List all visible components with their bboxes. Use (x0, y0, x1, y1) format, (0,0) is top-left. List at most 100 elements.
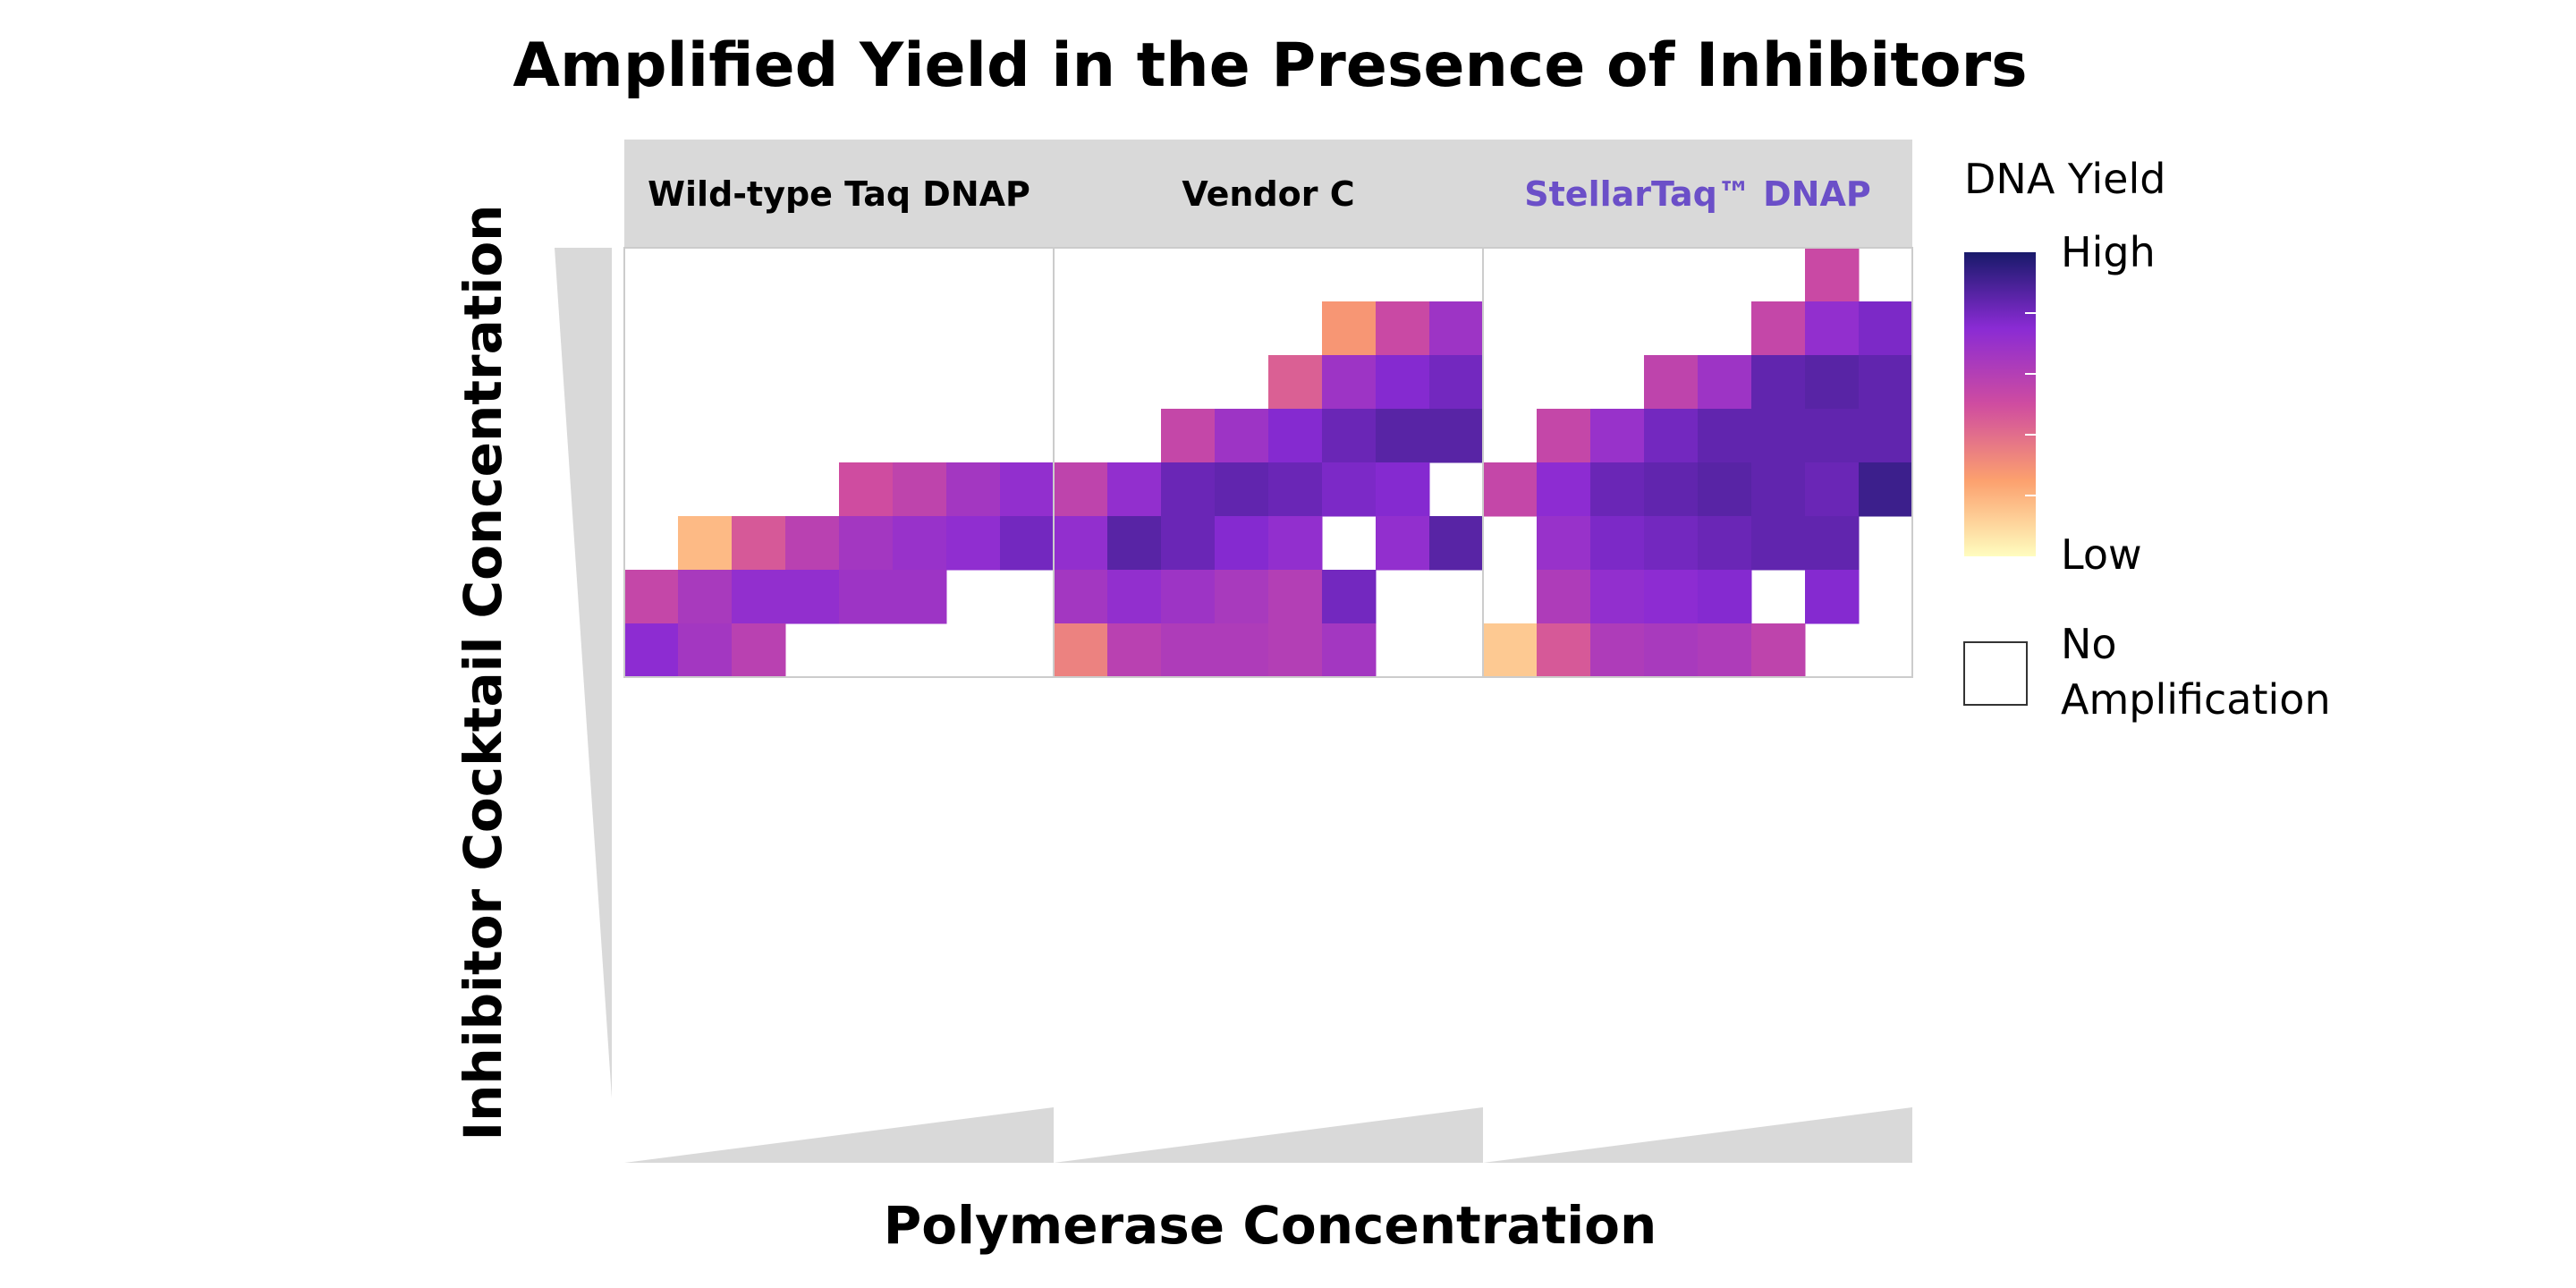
facet-label: Wild-type Taq DNAP (648, 174, 1030, 214)
legend-colorbar (1964, 252, 2036, 556)
heatmap-cell (1215, 570, 1269, 624)
heatmap-cell (1537, 462, 1591, 517)
heatmap-cell (1268, 355, 1323, 410)
heatmap-cell (1859, 409, 1913, 463)
heatmap-cell (785, 570, 840, 624)
heatmap-cell (1644, 570, 1699, 624)
heatmap-cell (946, 462, 1001, 517)
facet-strip (624, 140, 1054, 247)
legend-title: DNA Yield (1964, 155, 2165, 203)
heatmap-cell (1751, 623, 1806, 678)
legend-low-label: Low (2061, 530, 2142, 579)
heatmap-cell (1805, 409, 1860, 463)
heatmap-cell (1054, 462, 1108, 517)
heatmap-cell (1161, 516, 1216, 571)
heatmap-cell (1590, 409, 1645, 463)
heatmap-cell (1376, 462, 1430, 517)
heatmap-cell (678, 516, 733, 571)
heatmap-cell (732, 516, 786, 571)
heatmap-cell (1751, 301, 1806, 356)
panel-border (1482, 247, 1913, 678)
heatmap-cell (1698, 355, 1752, 410)
heatmap-cell (1751, 409, 1806, 463)
heatmap-cell (1751, 355, 1806, 410)
heatmap-cell (1107, 516, 1162, 571)
heatmap-cell (1215, 623, 1269, 678)
heatmap-cell (1054, 516, 1108, 571)
x-axis-label: Polymerase Concentration (884, 1195, 1657, 1256)
heatmap-cell (1805, 462, 1860, 517)
heatmap-cell (624, 570, 679, 624)
heatmap-cell (1376, 355, 1430, 410)
heatmap-cell (1268, 516, 1323, 571)
heatmap-cell (1644, 355, 1699, 410)
heatmap-cell (678, 570, 733, 624)
heatmap-cell (1751, 462, 1806, 517)
heatmap-cell (1429, 355, 1484, 410)
heatmap-cell (1268, 623, 1323, 678)
legend-no-amplification-swatch (1963, 641, 2028, 706)
legend-na-label-line2: Amplification (2061, 675, 2331, 724)
heatmap-cell (1322, 462, 1377, 517)
heatmap-cell (1107, 462, 1162, 517)
y-axis-label: Inhibitor Cocktail Concentration (453, 205, 513, 1141)
heatmap-cell (1268, 462, 1323, 517)
polymerase-wedge (624, 1107, 1054, 1163)
heatmap-cell (1859, 462, 1913, 517)
heatmap-cell (1483, 462, 1538, 517)
heatmap-cell (1537, 409, 1591, 463)
legend-high-label: High (2061, 228, 2156, 276)
heatmap-cell (1590, 516, 1645, 571)
heatmap-cell (1268, 570, 1323, 624)
heatmap-cell (1698, 462, 1752, 517)
heatmap-cell (678, 623, 733, 678)
heatmap-cell (839, 462, 894, 517)
heatmap-cell (1429, 409, 1484, 463)
heatmap-cell (1644, 623, 1699, 678)
heatmap-cell (1537, 570, 1591, 624)
heatmap-cell (1537, 623, 1591, 678)
legend-na-label-line1: No (2061, 620, 2117, 668)
facet-panels: Wild-type Taq DNAP Vendor C StellarTaq™ DN… (623, 140, 1913, 1163)
heatmap-cell (1859, 355, 1913, 410)
heatmap-cell (1644, 516, 1699, 571)
heatmap-cell (1322, 409, 1377, 463)
heatmap-cell (1161, 409, 1216, 463)
facet-panel: Wild-type Taq DNAP (623, 140, 1055, 1163)
heatmap-cell (1429, 516, 1484, 571)
heatmap-cell (732, 623, 786, 678)
heatmap-cell (946, 516, 1001, 571)
heatmap-cell (893, 570, 947, 624)
heatmap-cell (1751, 516, 1806, 571)
facet-panel: Vendor C (1053, 140, 1484, 1163)
heatmap-cell (1805, 301, 1860, 356)
heatmap-cell (1859, 301, 1913, 356)
facet-label: StellarTaq™ DNAP (1524, 174, 1870, 214)
heatmap-cell (1376, 301, 1430, 356)
heatmap-cell (1215, 516, 1269, 571)
heatmap-cell (1805, 570, 1860, 624)
heatmap-cell (1322, 570, 1377, 624)
heatmap-cell (839, 516, 894, 571)
heatmap-cell (785, 516, 840, 571)
heatmap-cell (1107, 570, 1162, 624)
heatmap-cell (1805, 248, 1860, 302)
heatmap-cell (1590, 570, 1645, 624)
polymerase-wedge (1054, 1107, 1483, 1163)
heatmap-cell (1644, 462, 1699, 517)
heatmap-cell (839, 570, 894, 624)
heatmap-cell (1054, 623, 1108, 678)
heatmap-cell (624, 623, 679, 678)
heatmap-cell (1161, 623, 1216, 678)
heatmap-cell (1698, 516, 1752, 571)
heatmap-cell (1590, 623, 1645, 678)
heatmap-cell (1000, 516, 1055, 571)
heatmap-cell (1000, 462, 1055, 517)
heatmap-cell (1698, 623, 1752, 678)
facet-strip (1054, 140, 1483, 247)
heatmap-cell (893, 462, 947, 517)
heatmap-cell (1537, 516, 1591, 571)
heatmap-cell (1322, 623, 1377, 678)
heatmap-cell (1483, 623, 1538, 678)
